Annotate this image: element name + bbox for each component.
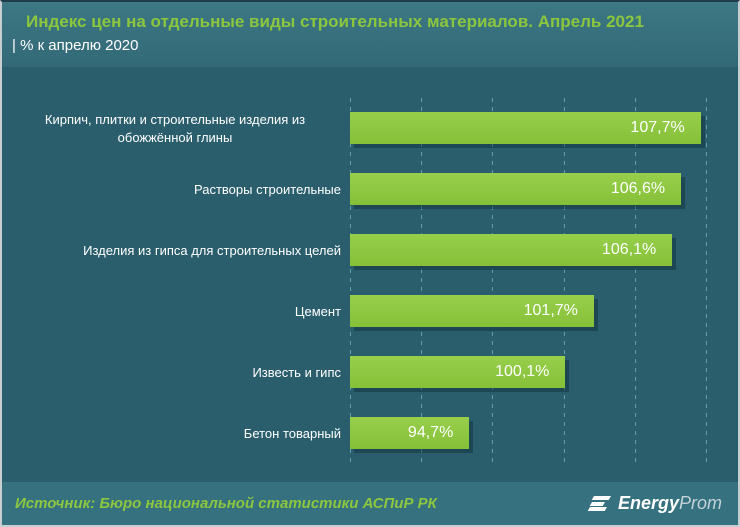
bar: 94,7% bbox=[350, 417, 470, 449]
chart-title: Индекс цен на отдельные виды строительны… bbox=[26, 12, 644, 31]
bar: 106,6% bbox=[350, 173, 682, 205]
logo-text-bold: Energy bbox=[617, 493, 679, 513]
bar: 106,1% bbox=[350, 234, 673, 266]
bar-value-label: 106,6% bbox=[610, 180, 666, 197]
bar-value-label: 101,7% bbox=[523, 302, 578, 319]
category-cell: Изделия из гипса для строительных целей bbox=[2, 242, 350, 260]
bar-track: 106,6% bbox=[350, 159, 738, 220]
source-text: Источник: Бюро национальной статистики А… bbox=[15, 495, 437, 512]
bar: 107,7% bbox=[350, 112, 701, 144]
category-cell: Растворы строительные bbox=[2, 181, 350, 199]
chart-row: Кирпич, плитки и строительные изделия из… bbox=[2, 98, 738, 159]
chart-rows: Кирпич, плитки и строительные изделия из… bbox=[2, 98, 738, 464]
energyprom-logo: EnergyProm bbox=[587, 493, 722, 514]
chart-row: Растворы строительные 106,6% bbox=[2, 159, 738, 220]
category-label: Кирпич, плитки и строительные изделия из… bbox=[44, 111, 306, 145]
bar-track: 107,7% bbox=[350, 98, 738, 159]
chart-header: Индекс цен на отдельные виды строительны… bbox=[2, 2, 738, 67]
bar-track: 106,1% bbox=[350, 220, 738, 281]
category-label: Цемент bbox=[294, 303, 341, 319]
category-cell: Кирпич, плитки и строительные изделия из… bbox=[2, 111, 350, 146]
category-label: Бетон товарный bbox=[243, 425, 341, 441]
category-label: Известь и гипс bbox=[252, 364, 341, 380]
bar-track: 94,7% bbox=[350, 403, 738, 464]
chart-row: Цемент 101,7% bbox=[2, 281, 738, 342]
chart-row: Известь и гипс 100,1% bbox=[2, 342, 738, 403]
chart-row: Изделия из гипса для строительных целей 1… bbox=[2, 220, 738, 281]
category-label: Растворы строительные bbox=[194, 181, 341, 197]
category-cell: Цемент bbox=[2, 303, 350, 321]
bar-value-label: 106,1% bbox=[601, 241, 657, 258]
bar-track: 100,1% bbox=[350, 342, 738, 403]
chart-subtitle: | % к апрелю 2020 bbox=[12, 36, 139, 54]
category-cell: Известь и гипс bbox=[2, 364, 350, 382]
category-label: Изделия из гипса для строительных целей bbox=[83, 242, 341, 258]
bar-value-label: 100,1% bbox=[495, 363, 550, 380]
bar: 100,1% bbox=[350, 356, 566, 388]
energyprom-e-stripes-icon bbox=[587, 496, 612, 511]
bar-track: 101,7% bbox=[350, 281, 738, 342]
logo-text-light: Prom bbox=[678, 493, 722, 513]
chart-row: Бетон товарный 94,7% bbox=[2, 403, 738, 464]
energyprom-logo-text: EnergyProm bbox=[618, 493, 722, 514]
bar: 101,7% bbox=[350, 295, 594, 327]
bar-value-label: 94,7% bbox=[407, 424, 454, 441]
bar-chart: Кирпич, плитки и строительные изделия из… bbox=[2, 98, 738, 464]
footer-bar: Источник: Бюро национальной статистики А… bbox=[2, 482, 738, 525]
bar-value-label: 107,7% bbox=[630, 119, 685, 136]
category-cell: Бетон товарный bbox=[2, 425, 350, 443]
